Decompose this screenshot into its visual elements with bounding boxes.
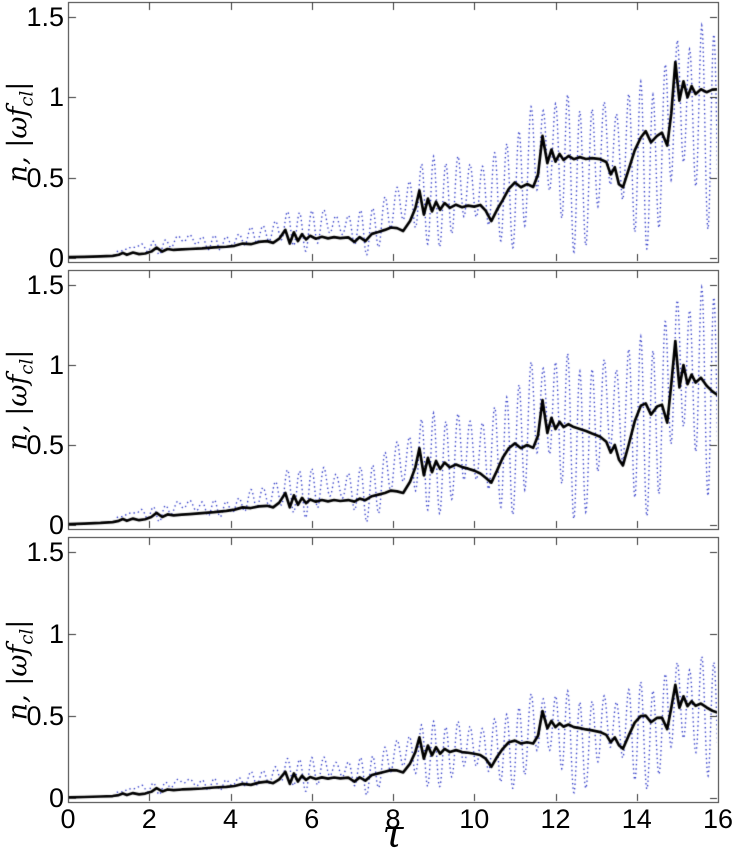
x-tick-label: 16 <box>702 804 734 834</box>
y-tick-label: 1 <box>48 82 64 113</box>
x-tick-label: 6 <box>304 804 320 834</box>
x-tick-label: 14 <box>621 804 652 834</box>
y-tick-label: 1 <box>48 619 64 649</box>
x-tick-label: 10 <box>459 804 490 834</box>
x-tick-label: 0 <box>60 804 76 834</box>
x-tick-label: 12 <box>540 804 571 834</box>
y-tick-label: 0.5 <box>26 701 64 731</box>
x-tick-label: 4 <box>222 804 239 834</box>
y-tick-label: 0 <box>48 510 64 540</box>
y-tick-label: 0 <box>48 243 64 273</box>
y-tick-label: 1.5 <box>26 2 64 32</box>
y-tick-label: 1 <box>48 350 64 380</box>
y-tick-label: 1.5 <box>26 537 64 567</box>
y-tick-label: 0.5 <box>26 162 64 193</box>
y-tick-label: 0 <box>48 783 64 813</box>
y-tick-label: 1.5 <box>26 270 64 300</box>
x-axis-label: τ <box>382 812 404 854</box>
x-tick-label: 2 <box>141 804 157 834</box>
y-tick-label: 0.5 <box>26 430 64 460</box>
x-tick-label: 8 <box>385 804 401 834</box>
